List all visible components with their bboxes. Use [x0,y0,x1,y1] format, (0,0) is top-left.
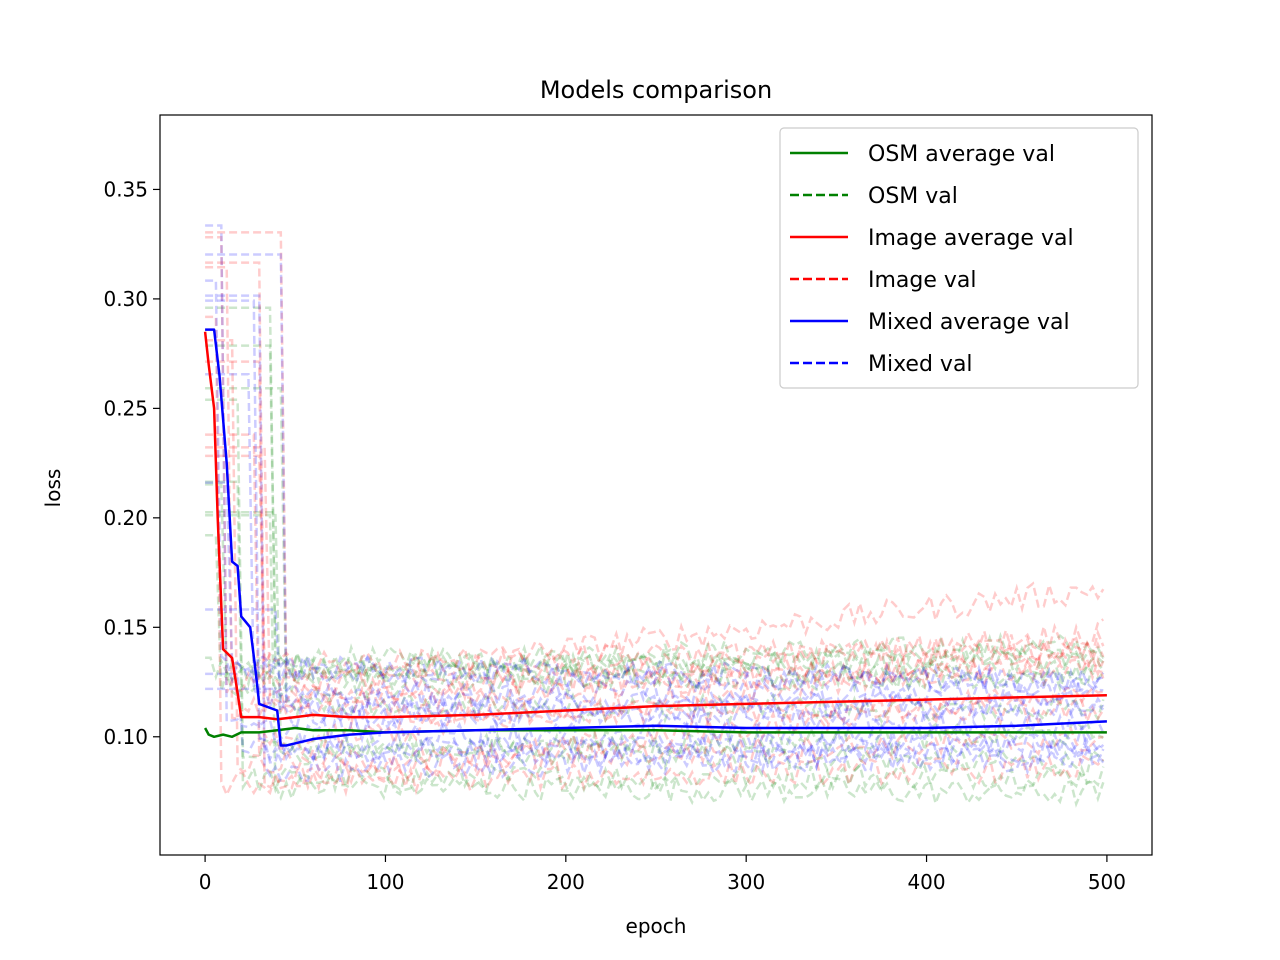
chart-title: Models comparison [540,76,772,104]
legend-label: Image average val [868,226,1074,251]
y-tick-label: 0.30 [103,287,148,311]
val-run-line [205,373,1104,713]
x-tick-label: 0 [199,870,212,894]
x-axis: 0 100 200 300 400 500 [199,855,1126,894]
val-run-line [205,686,1105,721]
val-run-line [205,299,1105,776]
y-tick-label: 0.15 [103,615,148,639]
series-line-osm-average-val [204,726,1107,739]
val-run-line [205,514,1105,808]
val-run-line [205,224,1105,760]
val-run-line [205,480,1105,796]
y-tick-label: 0.25 [103,396,148,420]
legend-label: Mixed val [868,352,973,377]
val-run-line [205,339,1104,775]
val-run-line [205,534,1105,700]
series-line-image-average-val [203,331,1107,721]
y-tick-label: 0.10 [103,725,148,749]
val-run-line [205,481,1105,696]
x-tick-label: 300 [727,870,765,894]
val-run-line [205,235,1105,697]
y-tick-label: 0.35 [103,177,148,201]
x-tick-label: 500 [1088,870,1126,894]
val-run-line [205,360,1105,798]
x-axis-label: epoch [626,914,687,938]
val-run-line [205,294,1105,783]
val-run-line [205,454,1105,680]
val-run-line [205,510,1104,766]
val-run-line [205,446,1105,714]
legend-box [779,127,1139,389]
val-run-line [205,483,1105,689]
y-tick-label: 0.20 [103,506,148,530]
legend-label: Mixed average val [868,310,1070,335]
val-run-line [205,261,1105,717]
val-run-line [205,266,1105,729]
val-run-line [205,344,1105,677]
legend-label: OSM average val [868,142,1055,167]
val-run-line [205,398,1105,778]
series-line-mixed-average-val [205,328,1107,747]
average-lines [203,328,1107,747]
val-run-line [205,387,1105,725]
legend-label: Image val [868,268,977,293]
y-axis-label: loss [41,469,65,508]
x-tick-label: 400 [907,870,945,894]
x-tick-label: 100 [366,870,404,894]
val-run-line [205,306,1105,682]
val-run-line [205,433,1105,756]
val-run-line [205,279,1104,697]
val-run-line [205,315,1104,798]
val-run-line [205,231,1105,696]
val-run-line [205,656,1105,693]
val-run-line [205,672,1105,766]
x-tick-label: 200 [547,870,585,894]
legend: OSM average val OSM val Image average val I… [779,127,1139,389]
y-axis: 0.10 0.15 0.20 0.25 0.30 0.35 [103,177,160,749]
plot-frame [159,114,1153,856]
legend-label: OSM val [868,184,958,209]
